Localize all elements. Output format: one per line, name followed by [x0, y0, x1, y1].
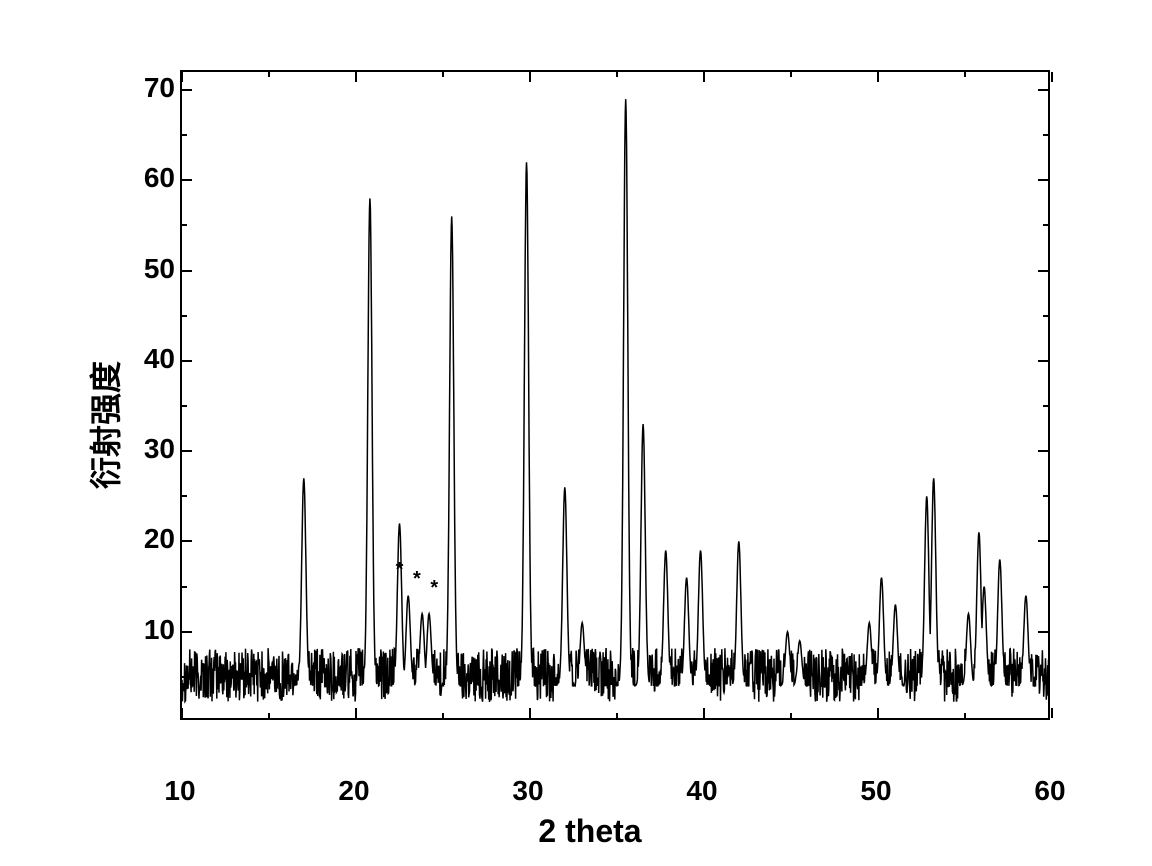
y-tick-minor [1043, 495, 1048, 497]
y-tick-label: 60 [144, 162, 175, 194]
y-tick-label: 50 [144, 253, 175, 285]
x-tick-minor [616, 72, 618, 77]
x-tick-label: 10 [164, 775, 195, 807]
y-tick-minor [182, 405, 187, 407]
asterisk-marker: * [396, 559, 404, 582]
x-tick-minor [268, 713, 270, 718]
y-tick-minor [182, 586, 187, 588]
y-tick-minor [1043, 586, 1048, 588]
y-tick-minor [1043, 315, 1048, 317]
y-tick-minor [182, 224, 187, 226]
x-tick-minor [790, 72, 792, 77]
x-tick [1051, 708, 1053, 718]
x-tick-minor [964, 72, 966, 77]
x-tick-minor [790, 713, 792, 718]
y-tick [1038, 360, 1048, 362]
x-tick [877, 708, 879, 718]
x-tick-minor [964, 713, 966, 718]
y-tick-minor [182, 315, 187, 317]
y-tick-minor [182, 134, 187, 136]
x-axis-label: 2 theta [538, 813, 641, 850]
y-tick [182, 179, 192, 181]
y-axis-label: 衍射强度 [81, 361, 127, 489]
x-tick [877, 72, 879, 82]
x-tick [1051, 72, 1053, 82]
y-tick-minor [1043, 676, 1048, 678]
x-tick [703, 708, 705, 718]
x-tick-minor [268, 72, 270, 77]
y-tick-label: 40 [144, 343, 175, 375]
y-tick-minor [182, 676, 187, 678]
chart-container: 衍射强度 *** 2 theta 10203040506070102030405… [100, 50, 1080, 800]
y-tick [1038, 179, 1048, 181]
y-tick-label: 20 [144, 523, 175, 555]
xrd-pattern [182, 72, 1048, 718]
y-tick [182, 540, 192, 542]
y-tick [182, 631, 192, 633]
y-tick [1038, 540, 1048, 542]
y-tick-minor [1043, 134, 1048, 136]
y-tick-minor [1043, 405, 1048, 407]
x-tick [529, 708, 531, 718]
y-tick [1038, 450, 1048, 452]
x-tick [181, 72, 183, 82]
y-tick [1038, 89, 1048, 91]
y-tick-label: 30 [144, 433, 175, 465]
x-tick-minor [442, 713, 444, 718]
asterisk-marker: * [430, 577, 438, 600]
x-tick-minor [616, 713, 618, 718]
x-tick-minor [442, 72, 444, 77]
y-tick-label: 10 [144, 614, 175, 646]
x-tick-label: 40 [686, 775, 717, 807]
x-tick-label: 20 [338, 775, 369, 807]
x-tick [355, 708, 357, 718]
y-tick [182, 270, 192, 272]
x-tick [703, 72, 705, 82]
x-tick [181, 708, 183, 718]
y-tick-minor [182, 495, 187, 497]
x-tick [355, 72, 357, 82]
y-tick [182, 450, 192, 452]
y-tick [182, 89, 192, 91]
y-tick-label: 70 [144, 72, 175, 104]
y-tick-minor [1043, 224, 1048, 226]
x-tick-label: 30 [512, 775, 543, 807]
asterisk-marker: * [413, 568, 421, 591]
x-tick-label: 50 [860, 775, 891, 807]
y-tick [182, 360, 192, 362]
y-tick [1038, 270, 1048, 272]
y-tick [1038, 631, 1048, 633]
x-tick [529, 72, 531, 82]
x-tick-label: 60 [1034, 775, 1065, 807]
plot-area: * * * [180, 70, 1050, 720]
